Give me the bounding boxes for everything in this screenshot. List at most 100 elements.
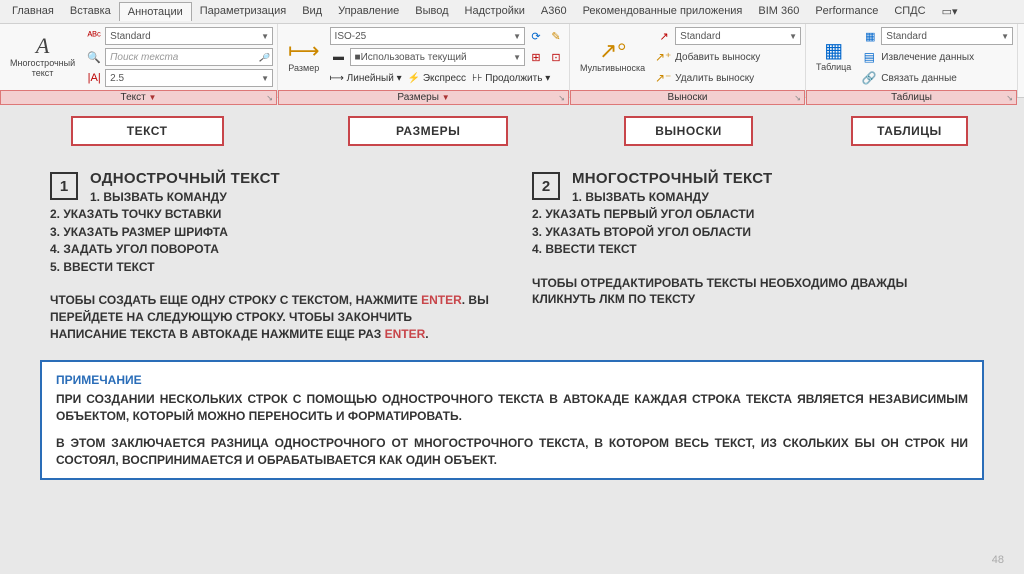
search-placeholder: Поиск текста	[110, 52, 178, 63]
dim-quick-button[interactable]: ⚡ Экспресс	[408, 73, 466, 84]
dim-extra2-icon[interactable]: ⊡	[547, 48, 565, 66]
height-icon: |A|	[85, 69, 103, 87]
ribbon: A Многострочный текст ᴬᴮᶜ Standard▼ 🔍 По…	[0, 24, 1024, 98]
step-number-2: 2	[532, 172, 560, 200]
footnote-heading: ПРИМЕЧАНИЕ	[56, 372, 968, 389]
footnote-p1: ПРИ СОЗДАНИИ НЕСКОЛЬКИХ СТРОК С ПОМОЩЬЮ …	[56, 391, 968, 425]
menu-item[interactable]: A360	[533, 2, 575, 21]
panel-leader: ↗° Мультивыноска ↗ Standard▼ ↗⁺ Добавить …	[570, 24, 806, 97]
panel-text: A Многострочный текст ᴬᴮᶜ Standard▼ 🔍 По…	[0, 24, 278, 97]
mleader-icon: ↗°	[580, 40, 645, 62]
col2-steps: 1. ВЫЗВАТЬ КОМАНДУ2. УКАЗАТЬ ПЕРВЫЙ УГОЛ…	[532, 189, 974, 259]
callout-label: ТЕКСТ	[71, 116, 224, 146]
add-leader-icon: ↗⁺	[655, 49, 671, 65]
mleader-button[interactable]: ↗° Мультивыноска	[574, 38, 651, 76]
page-number: 48	[992, 554, 1004, 566]
text-search-input[interactable]: Поиск текста🔎	[105, 48, 273, 66]
dimension-icon: ⟼	[288, 40, 320, 62]
menu-item[interactable]: Надстройки	[457, 2, 533, 21]
leader-style-icon: ↗	[655, 27, 673, 45]
col1-steps: 1. ВЫЗВАТЬ КОМАНДУ2. УКАЗАТЬ ТОЧКУ ВСТАВ…	[50, 189, 492, 276]
table-extract-label: Извлечение данных	[881, 52, 974, 63]
panel-tab-leader-label: Выноски	[668, 92, 708, 103]
content-area: 1 ОДНОСТРОЧНЫЙ ТЕКСТ 1. ВЫЗВАТЬ КОМАНДУ2…	[0, 146, 1024, 342]
panel-tab-table[interactable]: Таблицы↘	[806, 90, 1017, 105]
table-style-icon: ▦	[861, 27, 879, 45]
dim-update-icon[interactable]: ⟳	[527, 27, 545, 45]
menu-item[interactable]: ▭▾	[934, 2, 966, 21]
mleader-label: Мультивыноска	[580, 64, 645, 74]
text-height-combo[interactable]: 2.5▼	[105, 69, 273, 87]
panel-tab-leader[interactable]: Выноски↘	[570, 90, 805, 105]
dim-continue-label: Продолжить	[485, 73, 542, 84]
text-style-value: Standard	[110, 31, 151, 42]
menu-item[interactable]: СПДС	[886, 2, 933, 21]
leader-style-combo[interactable]: Standard▼	[675, 27, 801, 45]
leader-remove-button[interactable]: ↗⁻ Удалить выноску	[655, 68, 801, 88]
col1-note-a: ЧТОБЫ СОЗДАТЬ ЕЩЕ ОДНУ СТРОКУ С ТЕКСТОМ,…	[50, 293, 421, 307]
menu-item[interactable]: Вывод	[407, 2, 456, 21]
menu-item[interactable]: Параметризация	[192, 2, 294, 21]
panel-tab-text[interactable]: Текст ▼↘	[0, 90, 277, 105]
menu-item[interactable]: Аннотации	[119, 2, 192, 21]
leader-style-value: Standard	[680, 31, 721, 42]
table-icon: ▦	[816, 41, 851, 61]
col1-note-c: .	[425, 327, 428, 341]
table-extract-button[interactable]: ▤ Извлечение данных	[861, 47, 1013, 67]
dimension-button[interactable]: ⟼ Размер	[282, 38, 326, 76]
text-style-combo[interactable]: Standard▼	[105, 27, 273, 45]
extract-icon: ▤	[861, 49, 877, 65]
dim-quick-label: Экспресс	[423, 73, 466, 84]
menu-item[interactable]: Performance	[807, 2, 886, 21]
dimension-label: Размер	[288, 64, 320, 74]
panel-tab-table-label: Таблицы	[891, 92, 932, 103]
panel-tab-dim-label: Размеры	[397, 92, 439, 103]
table-style-combo[interactable]: Standard▼	[881, 27, 1013, 45]
menu-item[interactable]: BIM 360	[750, 2, 807, 21]
step-number-1: 1	[50, 172, 78, 200]
footnote-p2: В ЭТОМ ЗАКЛЮЧАЕТСЯ РАЗНИЦА ОДНОСТРОЧНОГО…	[56, 435, 968, 469]
panel-dim: ⟼ Размер ISO-25▼ ⟳ ✎ ▬ ■ Использовать те…	[278, 24, 570, 97]
dim-current-label: Использовать текущий	[361, 52, 467, 63]
dim-continue-button[interactable]: ⊦⊦ Продолжить ▾	[472, 73, 550, 84]
abc-icon: ᴬᴮᶜ	[85, 27, 103, 45]
enter-key-1: ENTER	[421, 293, 462, 307]
callout-label: ТАБЛИЦЫ	[851, 116, 968, 146]
menu-item[interactable]: Управление	[330, 2, 407, 21]
table-link-button[interactable]: 🔗Связать данные	[861, 68, 1013, 88]
dim-style-value: ISO-25	[335, 31, 367, 42]
text-height-value: 2.5	[110, 73, 124, 84]
dim-override-icon[interactable]: ✎	[547, 27, 565, 45]
layer-icon: ▬	[330, 48, 348, 66]
leader-add-label: Добавить выноску	[675, 52, 760, 63]
menu-item[interactable]: Рекомендованные приложения	[575, 2, 751, 21]
dim-linear-button[interactable]: ⟼ Линейный ▾	[330, 73, 402, 84]
dim-extra1-icon[interactable]: ⊞	[527, 48, 545, 66]
remove-leader-icon: ↗⁻	[655, 70, 671, 86]
panel-tab-text-label: Текст	[121, 92, 146, 103]
leader-add-button[interactable]: ↗⁺ Добавить выноску	[655, 47, 801, 67]
column-1: 1 ОДНОСТРОЧНЫЙ ТЕКСТ 1. ВЫЗВАТЬ КОМАНДУ2…	[50, 170, 492, 342]
table-button[interactable]: ▦ Таблица	[810, 39, 857, 75]
callout-label: РАЗМЕРЫ	[348, 116, 509, 146]
table-style-value: Standard	[886, 31, 927, 42]
dim-style-combo[interactable]: ISO-25▼	[330, 27, 525, 45]
col1-title: ОДНОСТРОЧНЫЙ ТЕКСТ	[50, 170, 492, 187]
callout-row: ТЕКСТРАЗМЕРЫВЫНОСКИТАБЛИЦЫ	[0, 98, 1024, 146]
mtext-button[interactable]: A Многострочный текст	[4, 33, 81, 81]
footnote-box: ПРИМЕЧАНИЕ ПРИ СОЗДАНИИ НЕСКОЛЬКИХ СТРОК…	[40, 360, 984, 480]
dim-current-combo[interactable]: ■ Использовать текущий▼	[350, 48, 525, 66]
panel-table: ▦ Таблица ▦ Standard▼ ▤ Извлечение данных…	[806, 24, 1018, 97]
table-link-label: Связать данные	[881, 73, 957, 84]
col2-title: МНОГОСТРОЧНЫЙ ТЕКСТ	[532, 170, 974, 187]
leader-remove-label: Удалить выноску	[675, 73, 754, 84]
menu-item[interactable]: Вставка	[62, 2, 119, 21]
table-label: Таблица	[816, 63, 851, 73]
mtext-label: Многострочный текст	[10, 59, 75, 79]
mtext-icon: A	[10, 35, 75, 57]
menu-item[interactable]: Вид	[294, 2, 330, 21]
panel-tab-dim[interactable]: Размеры ▼↘	[278, 90, 569, 105]
col2-note: ЧТОБЫ ОТРЕДАКТИРОВАТЬ ТЕКСТЫ НЕОБХОДИМО …	[532, 275, 974, 309]
dim-linear-label: Линейный	[347, 73, 394, 84]
menu-item[interactable]: Главная	[4, 2, 62, 21]
